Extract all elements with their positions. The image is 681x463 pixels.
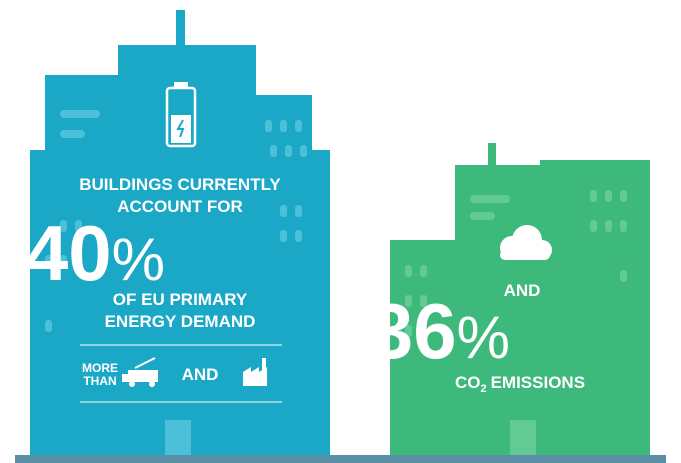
emissions: EMISSIONS [491, 373, 585, 392]
intro-line: BUILDINGS CURRENTLY [79, 175, 281, 194]
unit: % [112, 226, 165, 293]
more-than: THAN [83, 374, 116, 388]
and-label: AND [182, 365, 219, 384]
infographic: BUILDINGS CURRENTLY ACCOUNT FOR 40% OF E… [0, 0, 681, 463]
outro-line: OF EU PRIMARY [113, 290, 248, 309]
co: CO [455, 373, 481, 392]
co2-label: CO2 EMISSIONS [455, 373, 585, 395]
and-label: AND [504, 281, 541, 300]
subscript: 2 [480, 383, 486, 395]
more-than: MORE [82, 361, 118, 375]
number: 36 [370, 287, 457, 375]
number: 40 [25, 209, 112, 297]
ground [15, 455, 666, 463]
intro-line: ACCOUNT FOR [117, 197, 243, 216]
outro-line: ENERGY DEMAND [105, 312, 256, 331]
unit: % [457, 304, 510, 371]
